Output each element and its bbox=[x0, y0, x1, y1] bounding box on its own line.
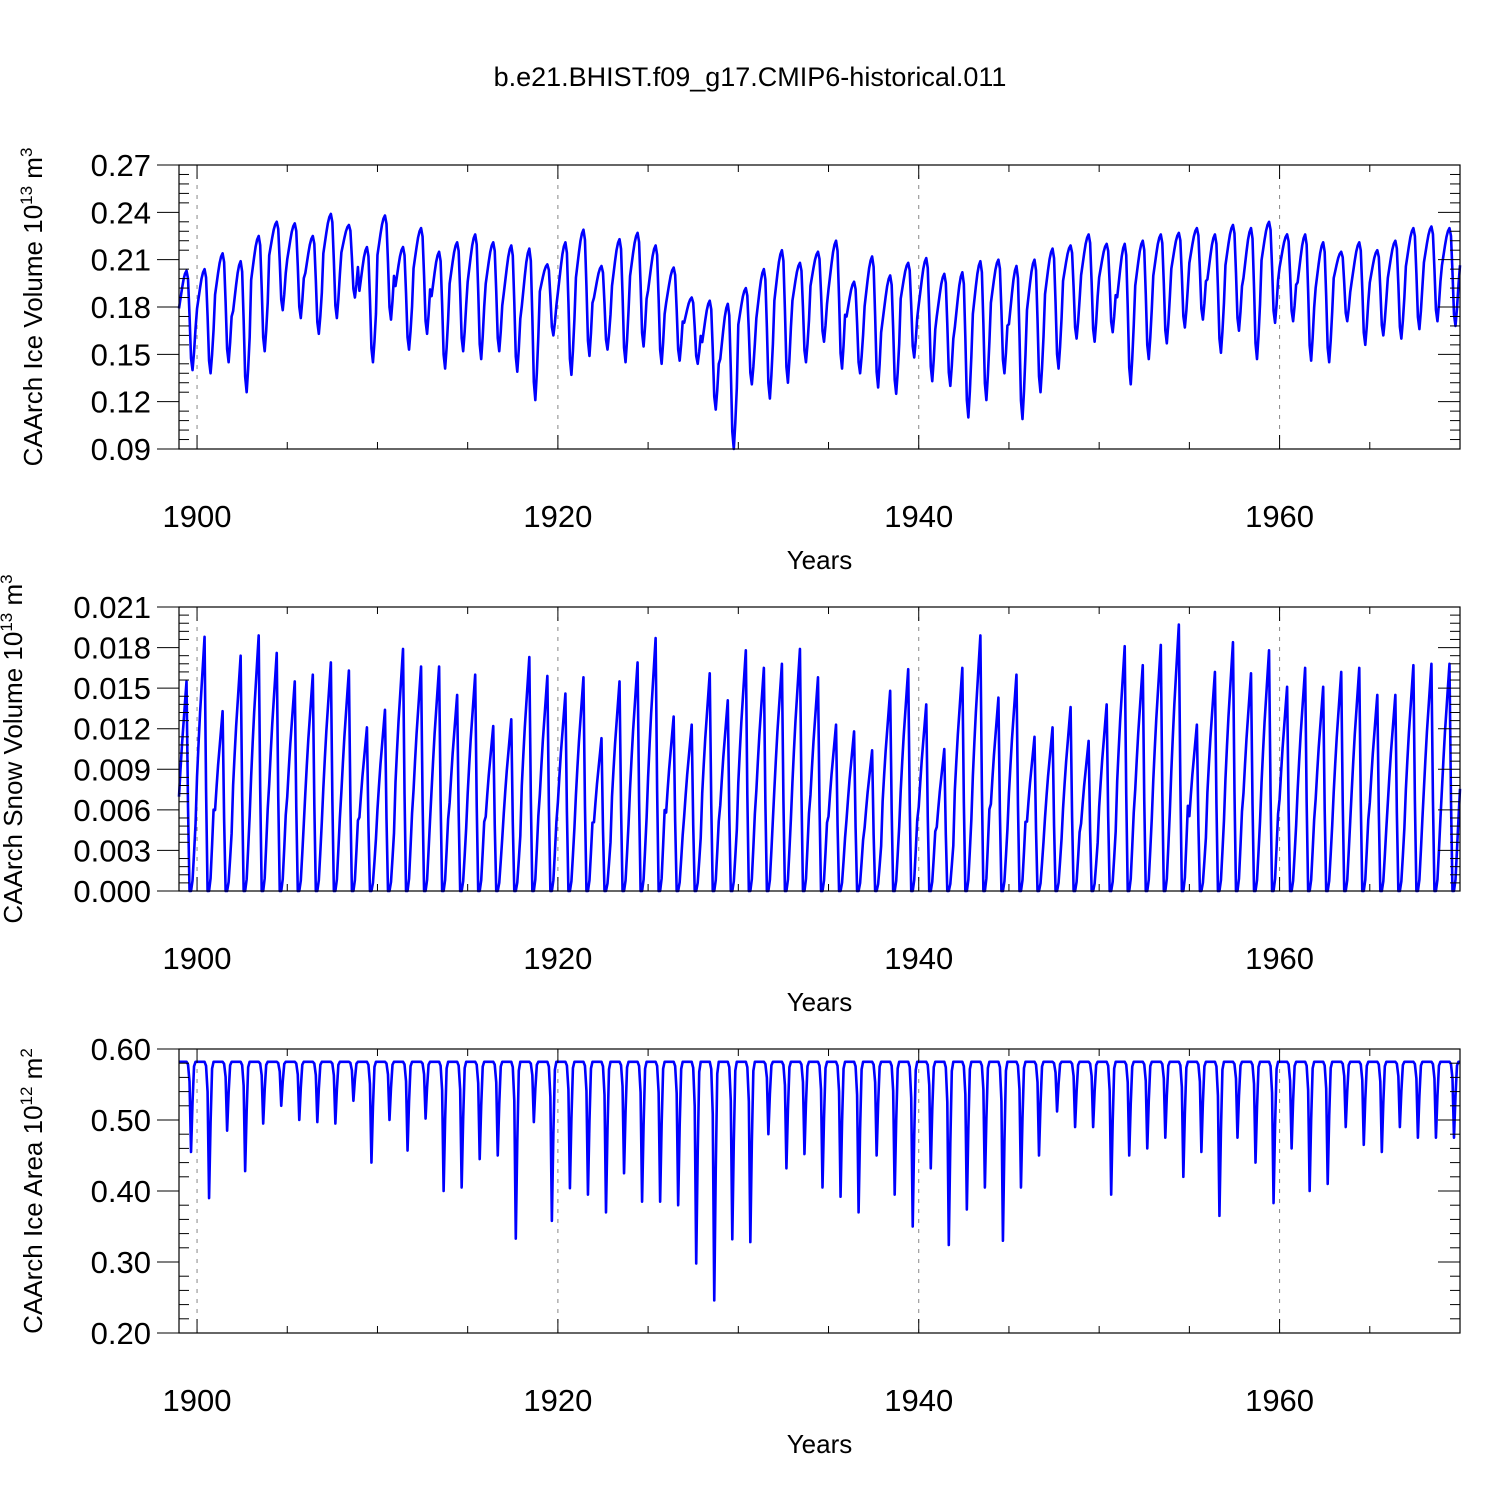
y-axis-label: CAArch Ice Area 1012 m2 bbox=[17, 1048, 48, 1334]
y-tick-label: 0.012 bbox=[73, 712, 151, 747]
y-tick-label: 0.003 bbox=[73, 833, 151, 868]
y-tick-label: 0.006 bbox=[73, 793, 151, 828]
series-line bbox=[177, 623, 1462, 893]
series-line bbox=[177, 212, 1462, 451]
x-tick-label: 1920 bbox=[523, 941, 592, 976]
y-tick-label: 0.000 bbox=[73, 874, 151, 909]
x-tick-label: 1900 bbox=[163, 1383, 232, 1418]
y-axis-label-unit: m bbox=[18, 1058, 48, 1087]
y-axis-label-unit: m bbox=[0, 584, 28, 613]
x-axis-label: Years bbox=[787, 987, 853, 1017]
x-tick-label: 1960 bbox=[1245, 1383, 1314, 1418]
y-tick-label: 0.15 bbox=[91, 337, 151, 372]
y-tick-label: 0.30 bbox=[91, 1245, 151, 1280]
y-axis-label: CAArch Snow Volume 1013 m3 bbox=[0, 574, 28, 923]
y-tick-label: 0.009 bbox=[73, 752, 151, 787]
chart-title: b.e21.BHIST.f09_g17.CMIP6-historical.011 bbox=[493, 62, 1007, 92]
y-axis-label-unit-exponent: 3 bbox=[0, 574, 16, 583]
y-tick-label: 0.12 bbox=[91, 385, 151, 420]
y-axis-label-exponent: 13 bbox=[0, 613, 16, 632]
x-tick-label: 1940 bbox=[884, 1383, 953, 1418]
y-tick-label: 0.021 bbox=[73, 590, 151, 625]
x-tick-label: 1940 bbox=[884, 941, 953, 976]
y-tick-label: 0.018 bbox=[73, 631, 151, 666]
chart-panel-3: 1900 1920 1940 1960 Years 0.20 0.30 0.40 0.50 0.6… bbox=[17, 1032, 1461, 1459]
y-tick-label: 0.21 bbox=[91, 243, 151, 278]
chart-panel-2: 1900 1920 1940 1960 Years 0.000 0.003 0.006 0.00… bbox=[0, 574, 1462, 1017]
y-tick-label: 0.015 bbox=[73, 671, 151, 706]
y-axis-label-unit: m bbox=[18, 157, 48, 186]
x-axis-label: Years bbox=[787, 1429, 853, 1459]
y-tick-label: 0.40 bbox=[91, 1174, 151, 1209]
y-axis-label: CAArch Ice Volume 1013 m3 bbox=[17, 148, 48, 467]
y-axis-label-unit-exponent: 3 bbox=[17, 148, 36, 157]
x-tick-label: 1940 bbox=[884, 499, 953, 534]
y-tick-label: 0.50 bbox=[91, 1103, 151, 1138]
series-line bbox=[179, 1060, 1460, 1302]
x-tick-label: 1920 bbox=[523, 1383, 592, 1418]
x-tick-label: 1960 bbox=[1245, 941, 1314, 976]
x-tick-label: 1960 bbox=[1245, 499, 1314, 534]
x-axis-label: Years bbox=[787, 545, 853, 575]
y-tick-label: 0.27 bbox=[91, 148, 151, 183]
chart-panel-1: 1900 1920 1940 1960 Years 0.09 0.12 0.15 0.18 0.2… bbox=[17, 148, 1462, 575]
y-axis-label-unit-exponent: 2 bbox=[17, 1048, 36, 1057]
x-tick-label: 1920 bbox=[523, 499, 592, 534]
y-tick-label: 0.18 bbox=[91, 290, 151, 325]
y-tick-label: 0.60 bbox=[91, 1032, 151, 1067]
y-axis-label-text: CAArch Ice Area 10 bbox=[18, 1105, 48, 1333]
y-axis-label-exponent: 12 bbox=[17, 1087, 36, 1106]
x-tick-label: 1900 bbox=[163, 941, 232, 976]
x-tick-label: 1900 bbox=[163, 499, 232, 534]
y-axis-label-text: CAArch Snow Volume 10 bbox=[0, 632, 28, 924]
y-axis-label-exponent: 13 bbox=[17, 186, 36, 205]
y-tick-label: 0.20 bbox=[91, 1316, 151, 1351]
y-axis-label-text: CAArch Ice Volume 10 bbox=[18, 205, 48, 467]
plot-frame bbox=[178, 606, 1461, 892]
y-tick-label: 0.24 bbox=[91, 195, 151, 230]
y-tick-label: 0.09 bbox=[91, 432, 151, 467]
